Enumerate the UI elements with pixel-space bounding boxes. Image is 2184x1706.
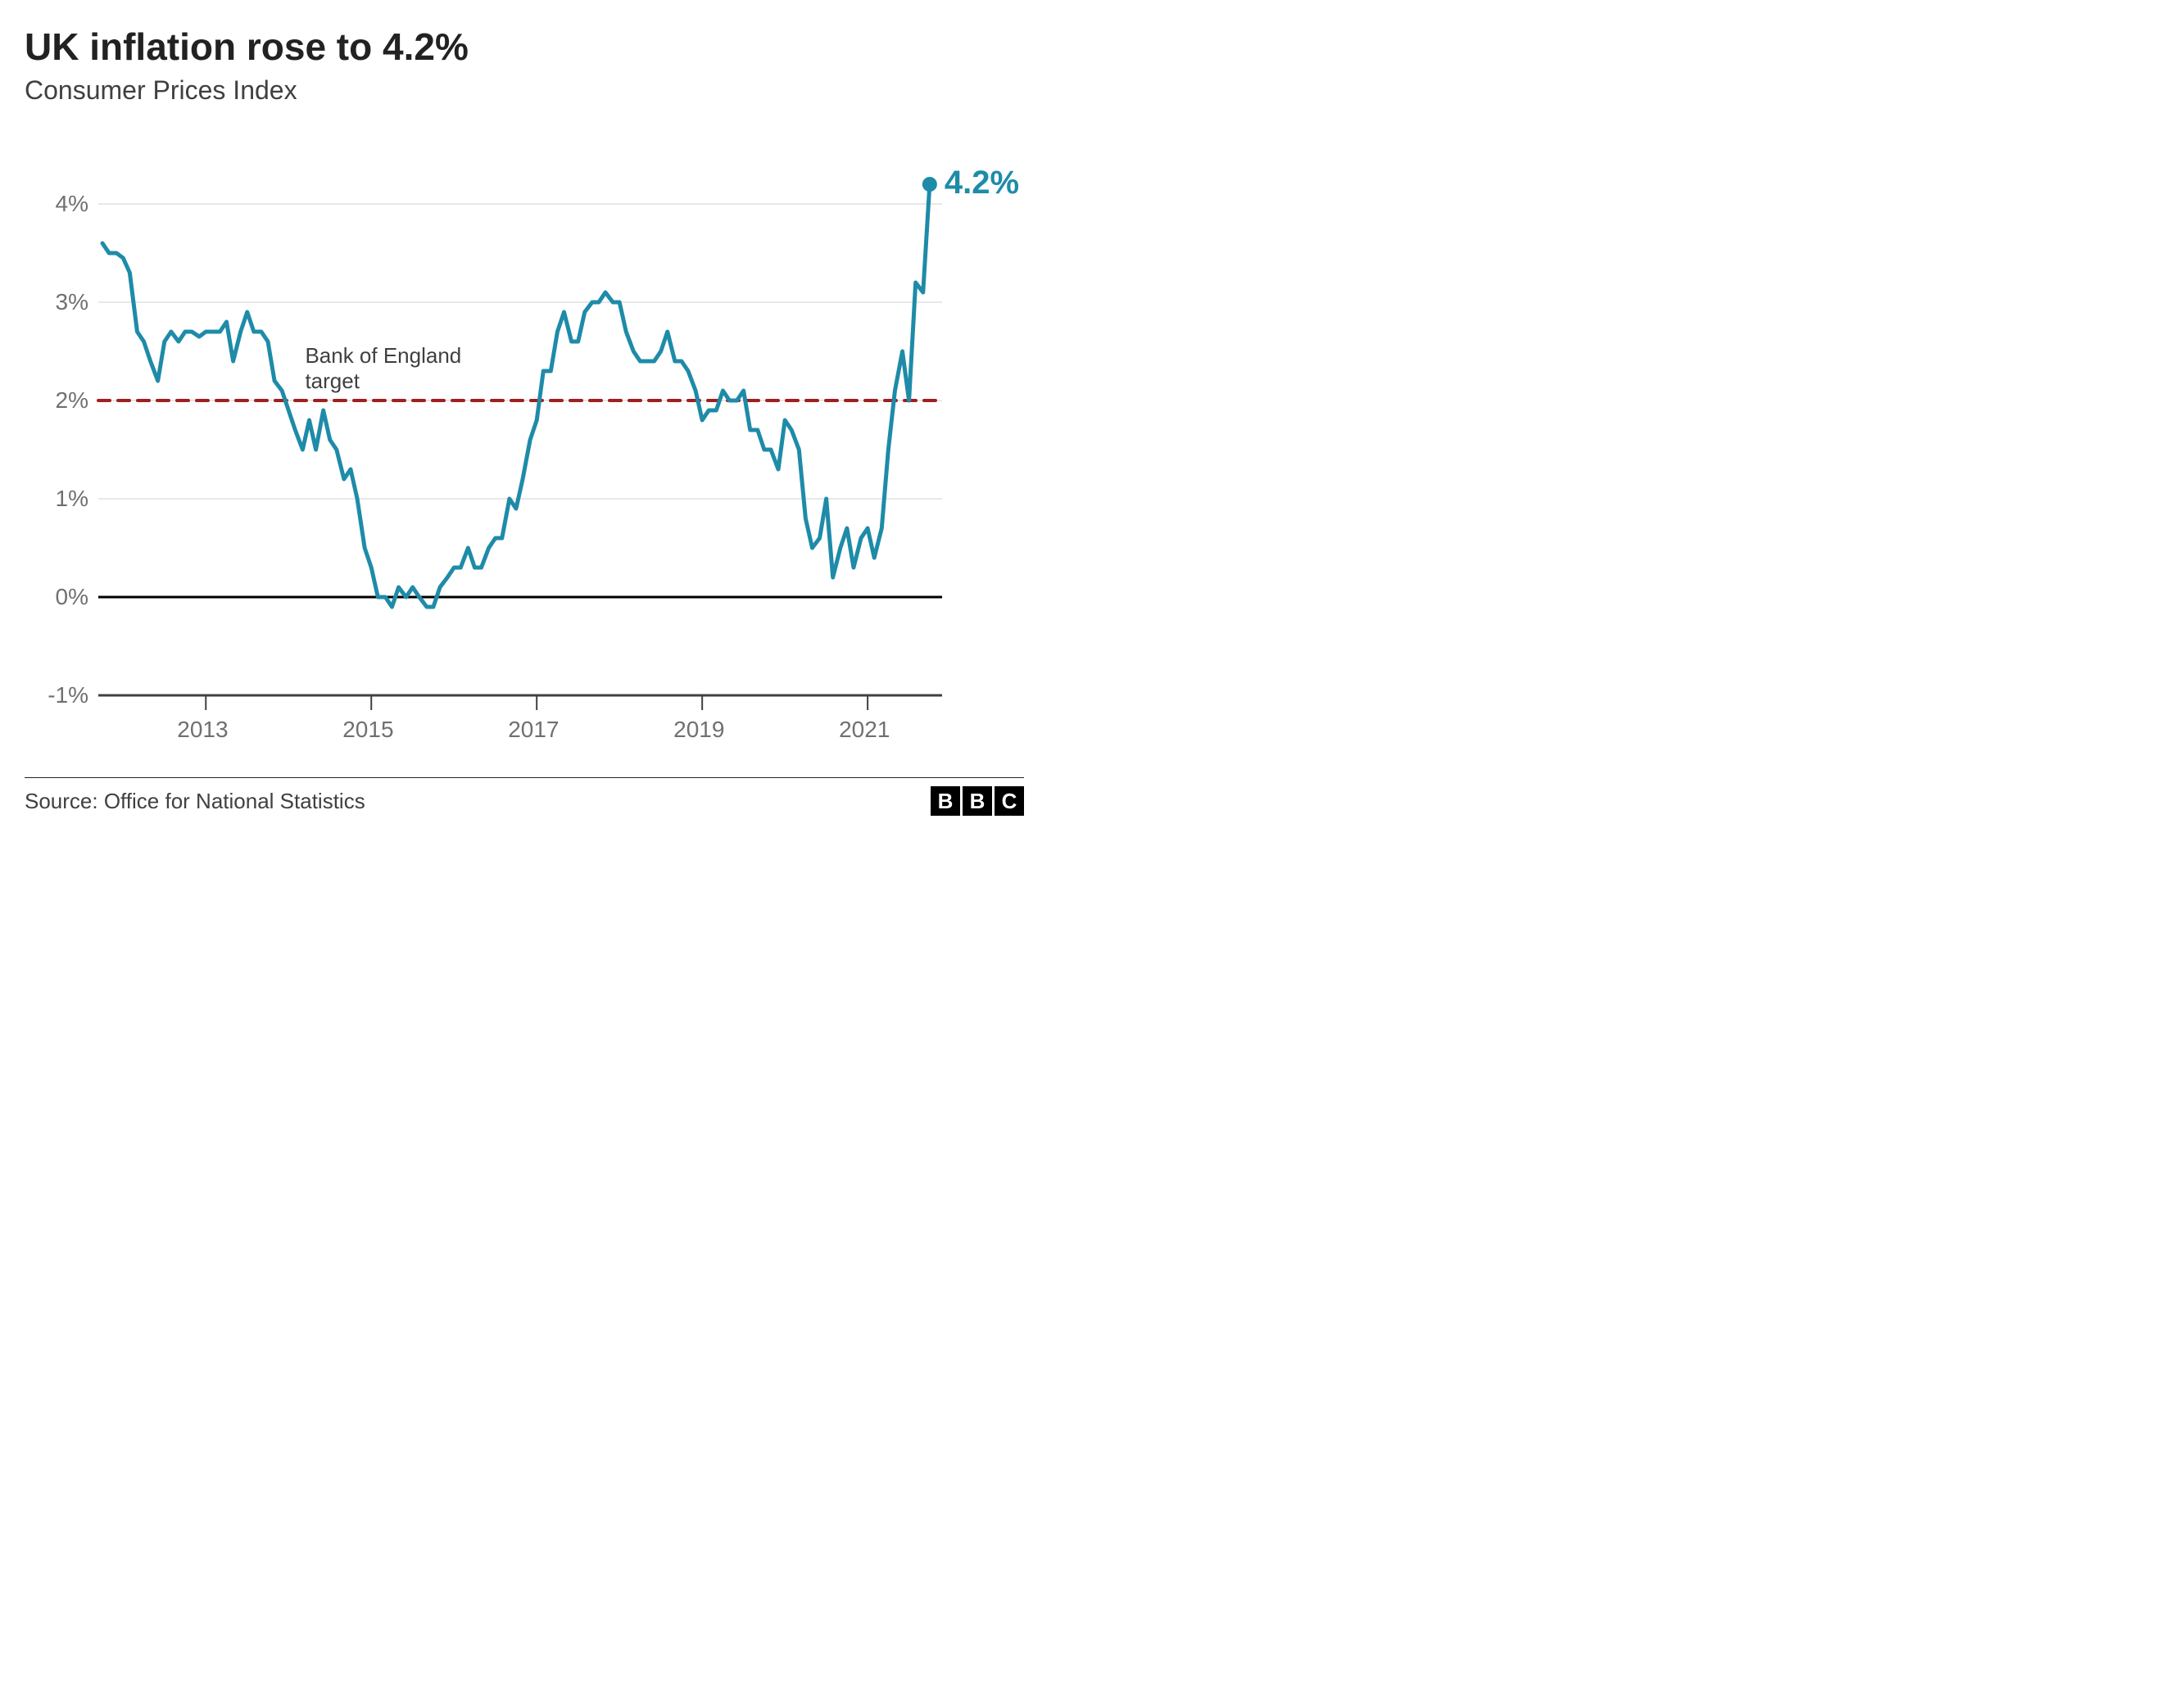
x-axis-label: 2013 xyxy=(177,717,228,743)
reference-line-label: Bank of Englandtarget xyxy=(305,343,461,394)
endpoint-value-label: 4.2% xyxy=(945,165,1019,201)
y-axis-label: 3% xyxy=(56,289,88,315)
source-text: Source: Office for National Statistics xyxy=(25,789,365,814)
chart-svg xyxy=(25,138,1024,744)
chart-title: UK inflation rose to 4.2% xyxy=(25,25,1024,69)
logo-letter: C xyxy=(995,786,1024,816)
y-axis-label: -1% xyxy=(48,682,88,708)
y-axis-label: 2% xyxy=(56,387,88,414)
y-axis-label: 4% xyxy=(56,191,88,217)
logo-letter: B xyxy=(931,786,960,816)
x-axis-label: 2021 xyxy=(839,717,890,743)
x-axis-label: 2015 xyxy=(342,717,393,743)
y-axis-label: 1% xyxy=(56,486,88,512)
chart-footer: Source: Office for National Statistics B… xyxy=(25,777,1024,816)
chart-subtitle: Consumer Prices Index xyxy=(25,75,1024,106)
x-axis-label: 2017 xyxy=(508,717,559,743)
logo-letter: B xyxy=(963,786,992,816)
bbc-logo: B B C xyxy=(931,786,1024,816)
chart-container: UK inflation rose to 4.2% Consumer Price… xyxy=(0,0,1049,832)
plot-area: -1% 0% 1% 2% 3% 4% 2013 2015 2017 2019 2021 Bank of… xyxy=(25,138,1024,744)
x-axis-label: 2019 xyxy=(673,717,724,743)
y-axis-label: 0% xyxy=(56,584,88,610)
